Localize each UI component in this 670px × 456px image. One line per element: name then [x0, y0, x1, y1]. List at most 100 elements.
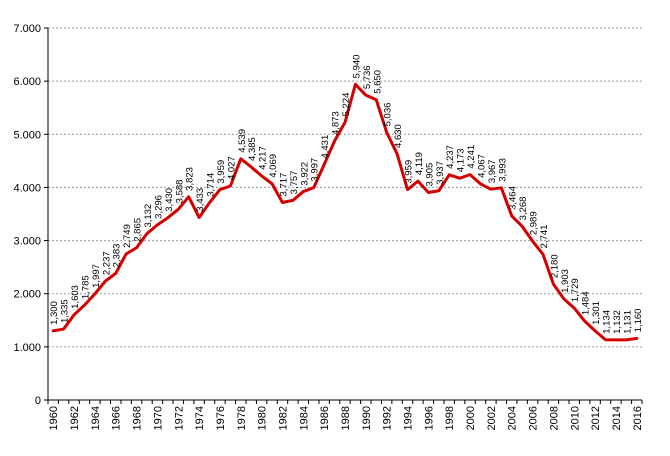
x-tick-label: 1970	[152, 406, 164, 430]
data-label: 4,385	[247, 137, 258, 161]
x-tick-label: 1994	[403, 406, 415, 430]
data-label: 1,603	[70, 285, 81, 309]
data-label: 1,997	[91, 264, 102, 288]
data-label: 4,173	[456, 148, 467, 172]
data-label: 1,785	[80, 275, 91, 299]
x-tick-label: 1974	[194, 406, 206, 430]
data-label: 2,383	[112, 244, 123, 268]
x-tick-label: 2016	[632, 406, 644, 430]
data-label: 3,967	[487, 159, 498, 183]
data-label: 3,430	[164, 188, 175, 212]
x-tick-label: 1968	[132, 406, 144, 430]
axes	[47, 28, 642, 401]
y-tick-label: 4.000	[13, 182, 41, 194]
data-label: 3,905	[424, 163, 435, 187]
y-tick-label: 3.000	[13, 236, 41, 248]
data-label: 3,268	[518, 197, 529, 221]
x-tick-label: 2012	[590, 406, 602, 430]
data-label: 4,069	[268, 154, 279, 178]
data-label: 4,119	[414, 152, 425, 175]
x-tick-label: 1966	[111, 406, 123, 430]
data-label: 1,134	[602, 310, 613, 334]
x-tick-label: 1980	[257, 406, 269, 430]
data-label: 1,301	[591, 301, 602, 325]
data-label: 4,027	[226, 156, 237, 180]
data-label: 1,131	[622, 310, 633, 334]
data-label: 3,588	[174, 180, 185, 204]
x-tick-label: 1986	[319, 406, 331, 430]
x-tick-label: 1998	[444, 406, 456, 430]
series-main	[51, 82, 639, 342]
x-tick-label: 1982	[277, 406, 289, 430]
y-tick-label: 6.000	[13, 76, 41, 88]
x-tick-label: 1988	[340, 406, 352, 430]
data-label: 3,823	[185, 167, 196, 191]
data-label: 1,132	[612, 310, 623, 334]
data-label: 3,757	[289, 171, 300, 195]
x-axis-ticks: 1960 1962 1964 1966 1968 1970 1972 1974 1976 1978…	[47, 400, 644, 430]
data-label: 3,993	[497, 158, 508, 182]
data-label: 2,749	[122, 224, 133, 248]
x-tick-label: 1978	[236, 406, 248, 430]
data-label: 1,484	[581, 291, 592, 315]
x-tick-label: 2008	[548, 406, 560, 430]
x-tick-label: 1984	[298, 406, 310, 430]
gridlines	[48, 27, 642, 348]
data-label: 3,433	[195, 188, 206, 212]
x-tick-label: 2004	[507, 406, 519, 430]
x-tick-label: 1960	[48, 406, 60, 430]
y-tick-label: 5.000	[13, 129, 41, 141]
x-tick-label: 1962	[69, 406, 81, 430]
data-label: 4,539	[237, 129, 248, 153]
data-label: 5,650	[372, 70, 383, 94]
y-tick-label: 0	[35, 395, 41, 407]
x-tick-label: 2000	[465, 406, 477, 430]
y-axis-ticks: 0 1.000 2.000 3.000 4.000 5.000 6.000 7.000	[13, 23, 48, 407]
data-label: 1,160	[633, 309, 644, 333]
data-label: 4,067	[476, 154, 487, 178]
data-label: 1,903	[560, 269, 571, 293]
data-label: 4,873	[331, 111, 342, 135]
data-label: 1,335	[60, 299, 71, 323]
data-label: 2,237	[101, 251, 112, 275]
data-label: 1,300	[49, 301, 60, 325]
y-tick-label: 7.000	[13, 23, 41, 35]
data-label: 3,717	[278, 173, 289, 197]
data-label: 3,937	[435, 161, 446, 185]
data-label: 4,217	[258, 146, 269, 170]
data-label: 5,940	[351, 55, 362, 79]
data-label: 3,714	[206, 173, 217, 197]
data-label: 3,132	[143, 204, 154, 228]
data-label: 2,180	[549, 254, 560, 278]
data-label: 3,296	[153, 195, 164, 219]
x-tick-label: 1990	[361, 406, 373, 430]
x-tick-label: 2006	[528, 406, 540, 430]
x-tick-label: 2014	[611, 406, 623, 430]
x-tick-label: 2010	[569, 406, 581, 430]
x-tick-label: 1976	[215, 406, 227, 430]
data-label: 2,865	[133, 218, 144, 242]
data-label: 3,959	[216, 160, 227, 184]
data-label: 4,431	[320, 135, 331, 159]
x-tick-label: 2002	[486, 406, 498, 430]
data-label: 5,224	[341, 93, 352, 117]
x-tick-label: 1992	[382, 406, 394, 430]
x-tick-label: 1964	[90, 406, 102, 430]
data-label: 4,241	[466, 145, 477, 169]
y-tick-label: 2.000	[13, 289, 41, 301]
data-label: 3,959	[404, 160, 415, 184]
series-line	[51, 82, 639, 342]
x-tick-label: 1996	[423, 406, 435, 430]
data-label: 3,997	[310, 158, 321, 182]
data-label: 2,741	[539, 225, 550, 249]
y-tick-label: 1.000	[13, 342, 41, 354]
x-tick-label: 1972	[173, 406, 185, 430]
data-label: 3,922	[299, 162, 310, 186]
data-label: 1,729	[570, 278, 581, 302]
data-label: 3,464	[508, 186, 519, 210]
data-label: 5,736	[362, 65, 373, 89]
data-label: 2,989	[529, 211, 540, 235]
data-label: 4,630	[393, 124, 404, 148]
